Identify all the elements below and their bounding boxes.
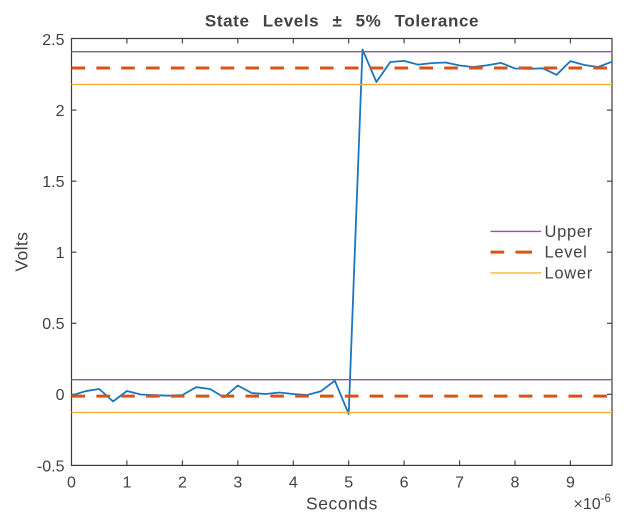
svg-text:1: 1	[56, 245, 65, 262]
svg-text:-0.5: -0.5	[37, 458, 65, 475]
svg-text:0: 0	[67, 474, 76, 491]
svg-text:7: 7	[455, 474, 464, 491]
svg-text:Lower: Lower	[545, 264, 593, 282]
svg-text:9: 9	[566, 474, 575, 491]
svg-text:Level: Level	[545, 244, 588, 262]
svg-text:Seconds: Seconds	[306, 493, 378, 513]
svg-text:1.5: 1.5	[42, 174, 64, 191]
svg-text:2: 2	[178, 474, 187, 491]
svg-text:6: 6	[400, 474, 409, 491]
svg-text:Upper: Upper	[545, 223, 593, 241]
svg-text:0.5: 0.5	[42, 316, 64, 333]
svg-text:3: 3	[233, 474, 242, 491]
svg-text:State Levels ± 5% Tolerance: State Levels ± 5% Tolerance	[205, 11, 479, 30]
svg-text:2.5: 2.5	[42, 32, 64, 49]
svg-text:4: 4	[289, 474, 298, 491]
svg-text:1: 1	[122, 474, 131, 491]
svg-text:8: 8	[511, 474, 520, 491]
svg-text:0: 0	[56, 387, 65, 404]
svg-text:2: 2	[56, 103, 65, 120]
svg-text:×10-6: ×10-6	[574, 493, 611, 513]
svg-text:Volts: Volts	[12, 232, 32, 272]
svg-text:5: 5	[344, 474, 353, 491]
